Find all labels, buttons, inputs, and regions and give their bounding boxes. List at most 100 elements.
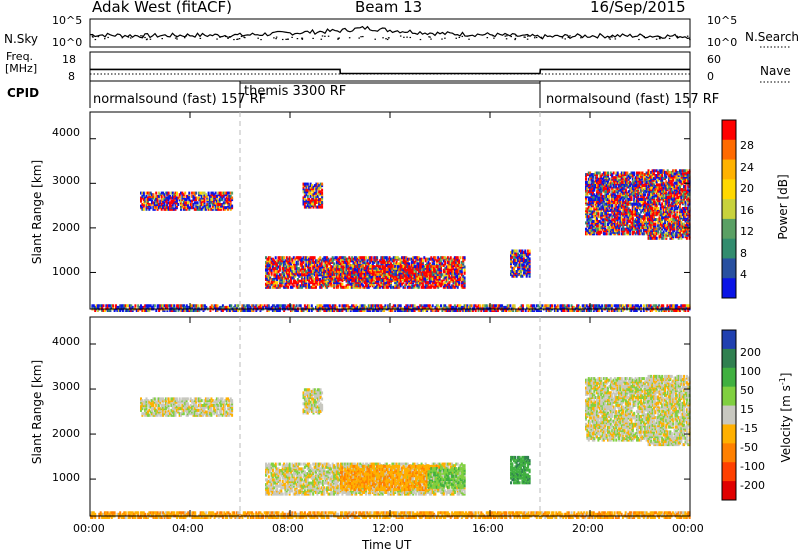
power-cell [456, 279, 459, 283]
power-cell [438, 265, 441, 269]
power-cell [370, 279, 373, 283]
power-cell [303, 279, 306, 283]
power-cell [164, 198, 167, 202]
power-cell [527, 270, 530, 273]
power-cell [405, 277, 408, 281]
power-cell [585, 215, 587, 219]
power-cell [586, 184, 589, 187]
power-cell [591, 173, 594, 177]
power-cell [265, 276, 267, 280]
power-cell [433, 266, 436, 270]
power-cell [327, 268, 330, 272]
power-cell [340, 264, 342, 267]
power-cell [609, 219, 612, 223]
power-cell [440, 267, 442, 271]
power-cell [511, 260, 514, 264]
power-cell [310, 274, 313, 278]
power-cell [601, 173, 604, 177]
power-cell [303, 267, 306, 271]
power-cell [517, 257, 520, 261]
power-cell [515, 254, 518, 258]
power-cell [337, 284, 340, 288]
power-cell [392, 259, 395, 263]
power-cell [359, 274, 362, 278]
power-cell [598, 184, 601, 187]
power-cell [159, 199, 162, 203]
power-cell [604, 184, 607, 187]
power-cell [597, 188, 600, 192]
power-cell [353, 272, 356, 276]
power-cell [173, 193, 176, 197]
power-cell [378, 259, 381, 263]
power-cell [394, 256, 397, 260]
power-cell [330, 259, 333, 263]
power-cell [392, 266, 395, 270]
power-cell [600, 196, 603, 200]
power-cell [515, 259, 518, 262]
power-cell [273, 260, 276, 264]
power-cell [166, 196, 169, 200]
power-cell [227, 191, 229, 195]
power-cell [200, 203, 203, 206]
power-cell [586, 194, 589, 198]
power-cell [156, 198, 159, 202]
power-cell [597, 204, 600, 208]
freq-label-1: Freq. [6, 50, 34, 63]
power-cell [406, 272, 409, 276]
power-cell [521, 251, 524, 255]
power-cell [365, 274, 367, 278]
power-cell [416, 277, 419, 281]
power-cell [321, 205, 324, 209]
power-cell [270, 257, 273, 261]
power-cell [410, 260, 413, 264]
power-cell [323, 282, 326, 286]
power-cell [182, 194, 185, 198]
nsky-right-tick-bottom: 10^0 [707, 36, 738, 49]
power-cell [191, 204, 194, 208]
power-cell [366, 264, 369, 267]
power-cell [170, 199, 173, 203]
nsearch-point [676, 35, 678, 37]
power-cell [362, 284, 365, 288]
power-cell [607, 204, 609, 208]
power-cell [321, 182, 324, 186]
power-cell [333, 281, 336, 285]
power-cell [594, 171, 597, 175]
power-cell [359, 256, 362, 260]
power-cell [308, 264, 311, 267]
power-cell [373, 260, 376, 264]
power-cell [608, 199, 611, 203]
power-cell [601, 212, 604, 216]
power-cell [152, 194, 155, 198]
power-cell [281, 268, 284, 272]
power-cell [619, 210, 622, 214]
power-cell [527, 255, 530, 259]
power-cell [607, 210, 609, 214]
power-cell [281, 260, 284, 264]
power-cell [309, 268, 312, 272]
power-cell [591, 187, 594, 191]
power-cell [330, 260, 333, 264]
power-cell [181, 193, 184, 197]
power-cell [394, 269, 397, 273]
power-cell [410, 274, 413, 278]
power-cell [335, 256, 338, 260]
power-cell [306, 276, 309, 280]
power-cell [390, 257, 392, 261]
power-cell [406, 271, 409, 275]
power-cell [604, 176, 607, 180]
power-cell [171, 191, 174, 195]
power-cell [369, 266, 372, 270]
power-cell [440, 260, 442, 264]
power-cell [460, 270, 463, 274]
power-cell [267, 267, 270, 271]
power-cell [313, 204, 316, 208]
power-cell [442, 276, 445, 280]
nsearch-point [244, 37, 246, 39]
power-cell [167, 207, 170, 211]
power-cell [365, 272, 367, 276]
power-cell [424, 265, 427, 269]
power-cell [330, 279, 333, 283]
power-cell [517, 259, 520, 262]
power-cell [405, 265, 408, 269]
